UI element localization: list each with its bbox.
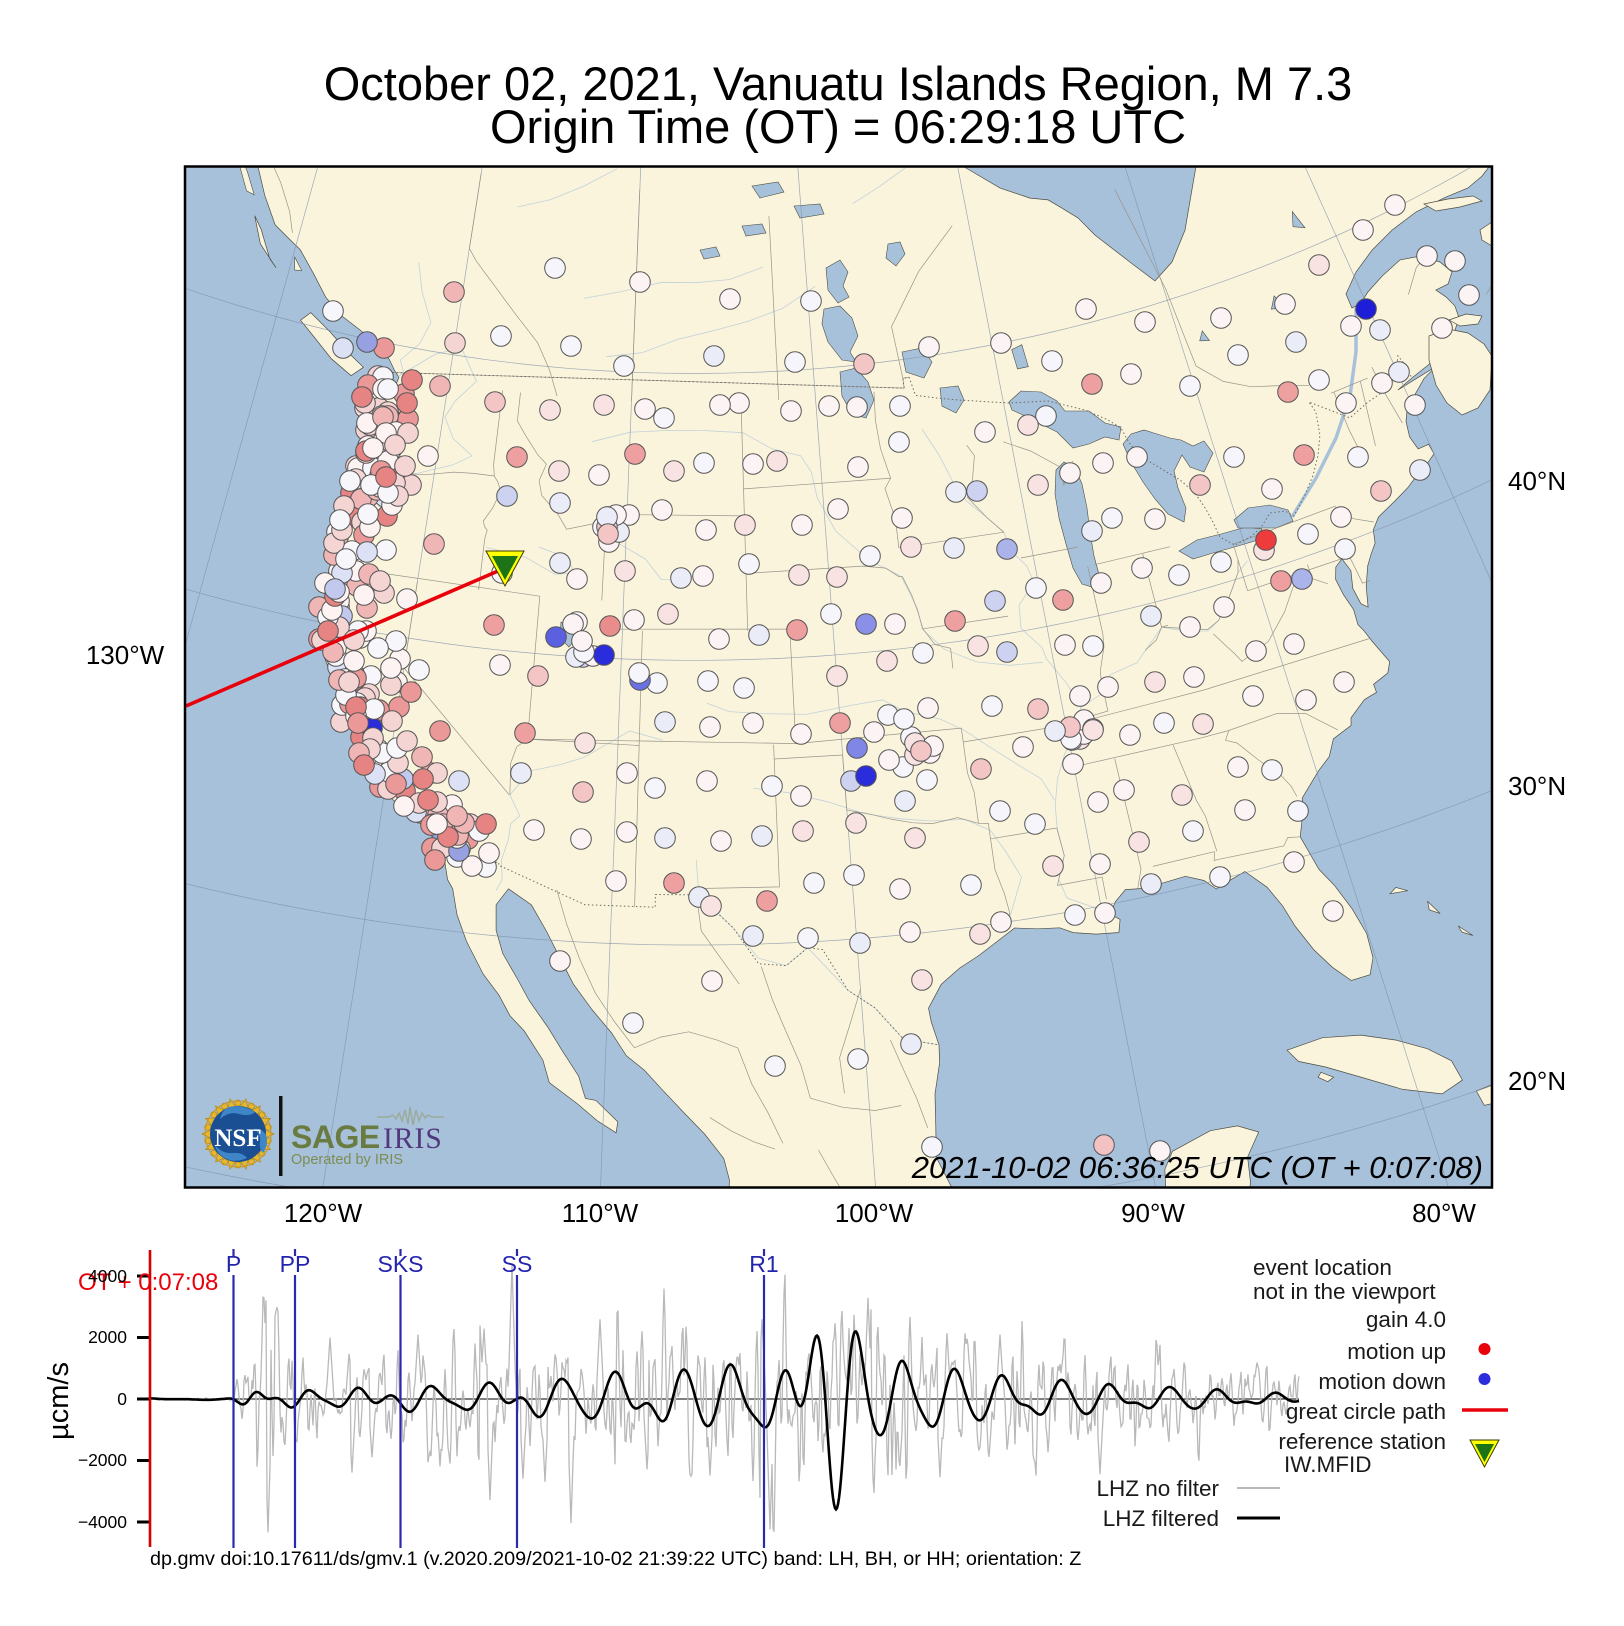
svg-text:30°N: 30°N	[1508, 771, 1566, 801]
svg-text:90°W: 90°W	[1121, 1198, 1185, 1228]
svg-text:motion down: motion down	[1318, 1369, 1446, 1394]
svg-text:−2000: −2000	[78, 1450, 127, 1470]
svg-text:P: P	[226, 1251, 241, 1277]
svg-text:20°N: 20°N	[1508, 1066, 1566, 1096]
svg-text:LHZ filtered: LHZ filtered	[1103, 1506, 1219, 1531]
svg-text:80°W: 80°W	[1412, 1198, 1476, 1228]
svg-text:motion up: motion up	[1347, 1339, 1446, 1364]
svg-text:gain 4.0: gain 4.0	[1366, 1307, 1446, 1332]
svg-text:R1: R1	[749, 1251, 778, 1277]
svg-text:100°W: 100°W	[835, 1198, 914, 1228]
svg-text:October 02, 2021, Vanuatu Isla: October 02, 2021, Vanuatu Islands Region…	[324, 57, 1353, 110]
svg-text:SKS: SKS	[377, 1251, 423, 1277]
svg-text:event location: event location	[1253, 1255, 1392, 1280]
svg-text:0: 0	[117, 1389, 127, 1409]
svg-text:dp.gmv doi:10.17611/ds/gmv.1 (: dp.gmv doi:10.17611/ds/gmv.1 (v.2020.209…	[150, 1548, 1081, 1570]
svg-text:reference station: reference station	[1278, 1429, 1446, 1454]
svg-text:great circle path: great circle path	[1286, 1399, 1446, 1424]
svg-text:2021-10-02 06:36:25 UTC (OT +: 2021-10-02 06:36:25 UTC (OT + 0:07:08)	[911, 1150, 1483, 1185]
svg-text:110°W: 110°W	[562, 1198, 639, 1228]
svg-text:Operated by IRIS: Operated by IRIS	[291, 1152, 403, 1168]
svg-text:−4000: −4000	[78, 1512, 127, 1532]
svg-text:µcm/s: µcm/s	[43, 1362, 75, 1440]
svg-text:4000: 4000	[88, 1266, 127, 1286]
svg-text:120°W: 120°W	[284, 1198, 363, 1228]
svg-text:OT + 0:07:08: OT + 0:07:08	[78, 1269, 218, 1296]
svg-text:IW.MFID: IW.MFID	[1284, 1452, 1371, 1477]
svg-text:IRIS: IRIS	[383, 1123, 443, 1155]
svg-text:LHZ no filter: LHZ no filter	[1096, 1476, 1219, 1501]
svg-text:130°W: 130°W	[86, 640, 165, 670]
svg-text:2000: 2000	[88, 1327, 127, 1347]
svg-text:PP: PP	[280, 1251, 311, 1277]
svg-text:Origin Time (OT) = 06:29:18 UT: Origin Time (OT) = 06:29:18 UTC	[490, 100, 1186, 153]
svg-text:SAGE: SAGE	[291, 1119, 380, 1155]
svg-text:SS: SS	[502, 1251, 533, 1277]
svg-text:not in the viewport: not in the viewport	[1253, 1279, 1436, 1304]
svg-text:40°N: 40°N	[1508, 466, 1566, 496]
svg-text:NSF: NSF	[214, 1125, 261, 1152]
